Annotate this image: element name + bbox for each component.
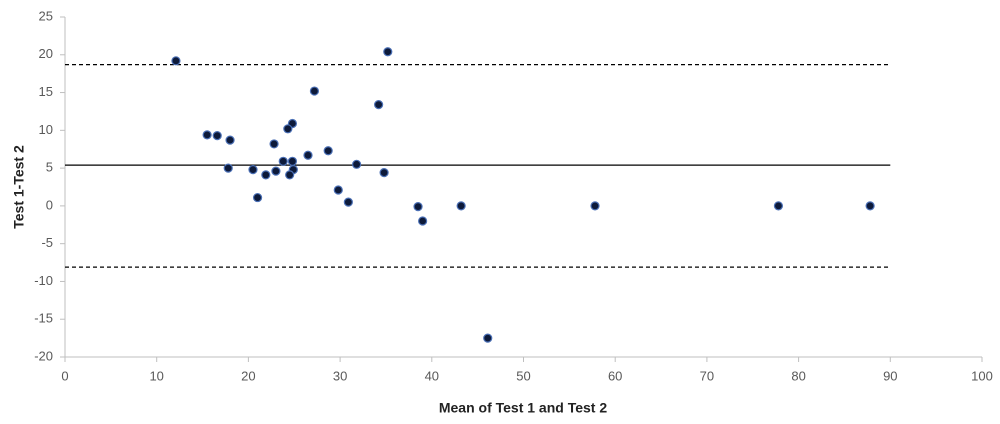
y-tick-label: -5 [41,235,53,250]
point [252,192,263,203]
x-tick-label: 100 [971,368,993,383]
point [323,146,333,156]
y-tick-label: 20 [39,46,53,61]
point [248,165,258,175]
point [212,131,222,141]
point [590,201,600,211]
point [303,150,313,160]
point [379,168,389,178]
x-tick-label: 50 [516,368,530,383]
point [456,201,466,211]
y-tick-label: 25 [39,8,53,23]
point [283,124,293,134]
y-tick-label: -15 [34,311,53,326]
y-tick-label: 5 [46,160,53,175]
point [352,159,362,169]
point [271,166,281,176]
x-tick-label: 30 [333,368,347,383]
point [225,135,235,145]
x-tick-label: 0 [61,368,68,383]
x-tick-label: 40 [425,368,439,383]
y-axis-title: Test 1-Test 2 [11,145,27,229]
point [278,156,288,166]
point [418,216,428,226]
x-tick-label: 20 [241,368,255,383]
y-tick-label: -10 [34,273,53,288]
x-tick-label: 10 [149,368,163,383]
point [374,100,384,110]
point [269,139,279,149]
point [773,201,784,211]
point [223,163,233,173]
point [202,130,212,140]
x-tick-label: 70 [700,368,714,383]
point [483,333,493,343]
point [413,202,423,212]
y-tick-label: 0 [46,197,53,212]
x-tick-label: 80 [791,368,805,383]
x-tick-label: 90 [883,368,897,383]
y-tick-label: 15 [39,84,53,99]
point [171,56,181,66]
y-tick-label: 10 [39,122,53,137]
point [309,86,320,96]
point [333,185,343,195]
point [287,156,298,166]
y-tick-label: -20 [34,348,53,363]
point [865,201,875,211]
point [383,47,393,57]
point [261,170,271,180]
point [343,197,353,207]
point [285,170,295,180]
x-axis-title: Mean of Test 1 and Test 2 [439,400,608,416]
x-tick-label: 60 [608,368,622,383]
